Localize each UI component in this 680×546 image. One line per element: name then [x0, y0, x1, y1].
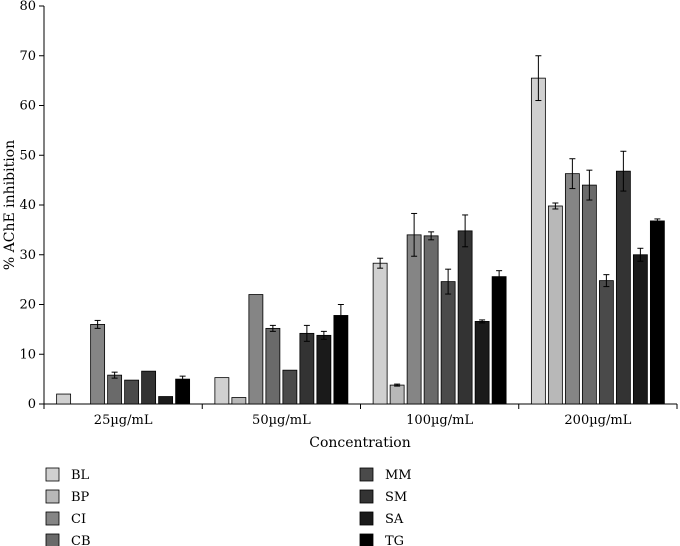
- y-tick-label: 30: [19, 248, 36, 263]
- bar-mm: [124, 379, 140, 405]
- y-tick-label: 40: [19, 198, 36, 213]
- x-category-label: 100µg/mL: [406, 413, 473, 428]
- bar-ci: [90, 323, 106, 405]
- legend-label-sa: SA: [385, 512, 404, 527]
- legend-swatch-bl: [45, 467, 60, 482]
- legend-swatch-cb: [45, 533, 60, 546]
- legend: BL BP CI CB MM SM SA TG: [45, 467, 412, 546]
- bar-bp: [389, 384, 405, 405]
- bar-bl: [56, 393, 72, 405]
- bar-sa: [158, 396, 174, 405]
- bar-tg: [333, 315, 349, 405]
- y-axis-title: % AChE inhibition: [2, 140, 18, 270]
- bar-sm: [141, 370, 157, 405]
- plot-area: 0 10 20 30 40 50 60 70 80 25µg/mL 50µg/mL 100µg/mL…: [19, 0, 678, 428]
- legend-label-mm: MM: [385, 468, 412, 483]
- bar-tg: [491, 276, 507, 405]
- legend-label-cb: CB: [71, 534, 91, 546]
- legend-label-tg: TG: [385, 534, 404, 546]
- bars: [56, 77, 665, 405]
- legend-swatch-sa: [359, 511, 374, 526]
- y-axis-ticks: 0 10 20 30 40 50 60 70 80: [19, 0, 44, 412]
- bar-cb: [423, 235, 439, 405]
- bar-bp: [231, 397, 247, 405]
- bar-ci: [406, 234, 422, 405]
- legend-swatch-tg: [359, 533, 374, 546]
- bar-sm: [299, 332, 315, 405]
- y-tick-label: 20: [19, 298, 36, 313]
- bar-ci: [248, 294, 264, 405]
- legend-swatch-ci: [45, 511, 60, 526]
- bar-tg: [649, 220, 665, 405]
- legend-label-ci: CI: [71, 512, 86, 527]
- bar-bp: [547, 205, 563, 405]
- y-tick-label: 80: [19, 0, 36, 14]
- bar-sm: [457, 230, 473, 405]
- legend-label-bp: BP: [71, 490, 90, 505]
- y-tick-label: 50: [19, 148, 36, 163]
- y-tick-label: 0: [28, 397, 36, 412]
- x-axis-title: Concentration: [309, 435, 411, 451]
- bar-cb: [581, 184, 597, 405]
- legend-swatch-mm: [359, 467, 374, 482]
- error-bars: [94, 55, 661, 387]
- legend-label-sm: SM: [385, 490, 407, 505]
- bar-bl: [530, 77, 546, 405]
- y-tick-label: 10: [19, 347, 36, 362]
- y-tick-label: 70: [19, 49, 36, 64]
- bar-bl: [214, 377, 230, 405]
- x-category-label: 200µg/mL: [564, 413, 631, 428]
- legend-label-bl: BL: [71, 468, 90, 483]
- bar-sa: [316, 334, 332, 405]
- x-category-label: 50µg/mL: [252, 413, 311, 428]
- bar-sa: [474, 321, 490, 405]
- legend-swatch-sm: [359, 489, 374, 504]
- bar-cb: [107, 374, 123, 405]
- bar-ci: [564, 173, 580, 405]
- bar-mm: [440, 281, 456, 405]
- bar-cb: [265, 327, 281, 405]
- bar-sm: [615, 170, 631, 405]
- bar-bl: [372, 262, 388, 405]
- x-category-label: 25µg/mL: [94, 413, 153, 428]
- x-axis-ticks: 25µg/mL 50µg/mL 100µg/mL 200µg/mL: [43, 404, 678, 428]
- bar-mm: [598, 280, 614, 405]
- bar-mm: [282, 369, 298, 405]
- y-tick-label: 60: [19, 99, 36, 114]
- legend-swatch-bp: [45, 489, 60, 504]
- bar-sa: [632, 254, 648, 405]
- bar-tg: [175, 378, 191, 405]
